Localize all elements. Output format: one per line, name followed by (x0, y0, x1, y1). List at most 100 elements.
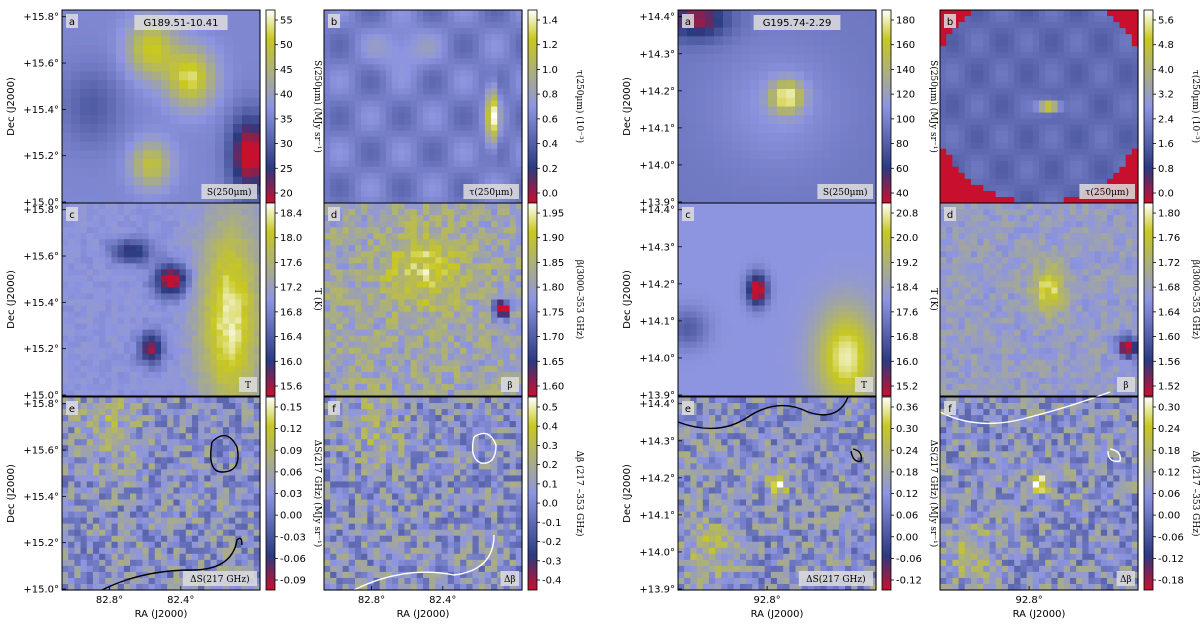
heatmap-cell (466, 371, 474, 379)
heatmap-cell (367, 221, 375, 228)
heatmap-cell (130, 335, 137, 343)
heatmap-cell (242, 150, 252, 160)
heatmap-cell (188, 36, 198, 46)
heatmap-cell (515, 58, 523, 65)
heatmap-cell (379, 118, 387, 126)
heatmap-cell (99, 535, 106, 543)
heatmap-cell (191, 317, 199, 325)
heatmap-cell (348, 178, 356, 186)
heatmap-cell (330, 58, 337, 65)
heatmap-cell (342, 227, 350, 234)
heatmap-cell (136, 215, 144, 222)
heatmap-cell (336, 511, 344, 519)
heatmap-cell (423, 341, 430, 349)
heatmap-cell (161, 529, 168, 537)
heatmap-cell (148, 583, 156, 591)
heatmap-cell (215, 88, 225, 99)
heatmap-cell (123, 257, 131, 264)
heatmap-cell (74, 457, 82, 464)
heatmap-cell (348, 329, 356, 337)
heatmap-cell (342, 10, 350, 17)
heatmap-cell (136, 209, 144, 216)
heatmap-cell (484, 142, 492, 150)
heatmap-cell (466, 257, 474, 264)
heatmap-cell (98, 141, 108, 151)
heatmap-cell (509, 178, 517, 186)
heatmap-cell (423, 377, 430, 385)
heatmap-cell (429, 58, 436, 65)
heatmap-cell (348, 203, 356, 210)
heatmap-cell (233, 62, 243, 73)
heatmap-cell (379, 359, 387, 367)
heatmap-cell (179, 132, 189, 143)
heatmap-cell (497, 383, 505, 391)
heatmap-cell (136, 409, 144, 416)
heatmap-cell (229, 553, 236, 561)
heatmap-cell (336, 305, 344, 313)
heatmap-cell (472, 106, 480, 114)
heatmap-cell (216, 517, 224, 525)
heatmap-cell (330, 130, 337, 138)
heatmap-cell (515, 221, 523, 228)
heatmap-cell (484, 88, 492, 96)
heatmap-cell (154, 209, 162, 216)
heatmap-cell (385, 323, 393, 331)
heatmap-cell (247, 553, 255, 561)
heatmap-cell (167, 347, 174, 355)
heatmap-cell (423, 221, 430, 228)
heatmap-cell (385, 347, 393, 355)
heatmap-cell (80, 141, 90, 151)
heatmap-cell (117, 559, 125, 567)
heatmap-cell (134, 71, 144, 81)
heatmap-cell (204, 203, 212, 210)
heatmap-cell (416, 233, 424, 240)
heatmap-cell (99, 481, 106, 489)
heatmap-cell (86, 317, 94, 325)
heatmap-cell (330, 251, 337, 258)
heatmap-cell (229, 347, 236, 355)
heatmap-cell (204, 323, 212, 331)
heatmap-cell (410, 299, 418, 307)
heatmap-cell (392, 257, 399, 264)
heatmap-cell (134, 167, 144, 178)
heatmap-cell (404, 335, 412, 343)
heatmap-cell (154, 505, 162, 513)
heatmap-cell (92, 445, 100, 452)
heatmap-cell (392, 28, 399, 35)
heatmap-cell (235, 365, 243, 373)
heatmap-cell (324, 269, 331, 276)
heatmap-cell (392, 269, 399, 276)
heatmap-cell (222, 341, 230, 349)
heatmap-cell (330, 541, 337, 549)
heatmap-cell (68, 245, 75, 252)
heatmap-cell (373, 16, 381, 23)
heatmap-cell (92, 547, 100, 555)
heatmap-cell (92, 463, 100, 470)
heatmap-cell (210, 341, 218, 349)
heatmap-cell (204, 299, 212, 307)
heatmap-cell (80, 535, 88, 543)
heatmap-cell (224, 132, 234, 143)
heatmap-cell (491, 209, 498, 216)
heatmap-cell (233, 18, 243, 29)
heatmap-cell (435, 209, 443, 216)
heatmap-cell (354, 299, 362, 307)
heatmap-cell (242, 176, 252, 187)
heatmap-cell (80, 403, 88, 410)
heatmap-cell (491, 142, 498, 150)
heatmap-cell (173, 263, 181, 270)
heatmap-cell (509, 148, 517, 156)
heatmap-cell (123, 353, 131, 361)
heatmap-cell (342, 16, 350, 23)
heatmap-cell (99, 505, 106, 513)
heatmap-cell (379, 353, 387, 361)
heatmap-cell (515, 124, 523, 132)
heatmap-cell (435, 10, 443, 17)
heatmap-cell (148, 469, 156, 477)
heatmap-cell (107, 141, 117, 151)
heatmap-cell (453, 142, 461, 150)
heatmap-cell (324, 46, 331, 53)
heatmap-cell (191, 415, 199, 422)
heatmap-cell (92, 353, 100, 361)
heatmap-cell (222, 403, 230, 410)
